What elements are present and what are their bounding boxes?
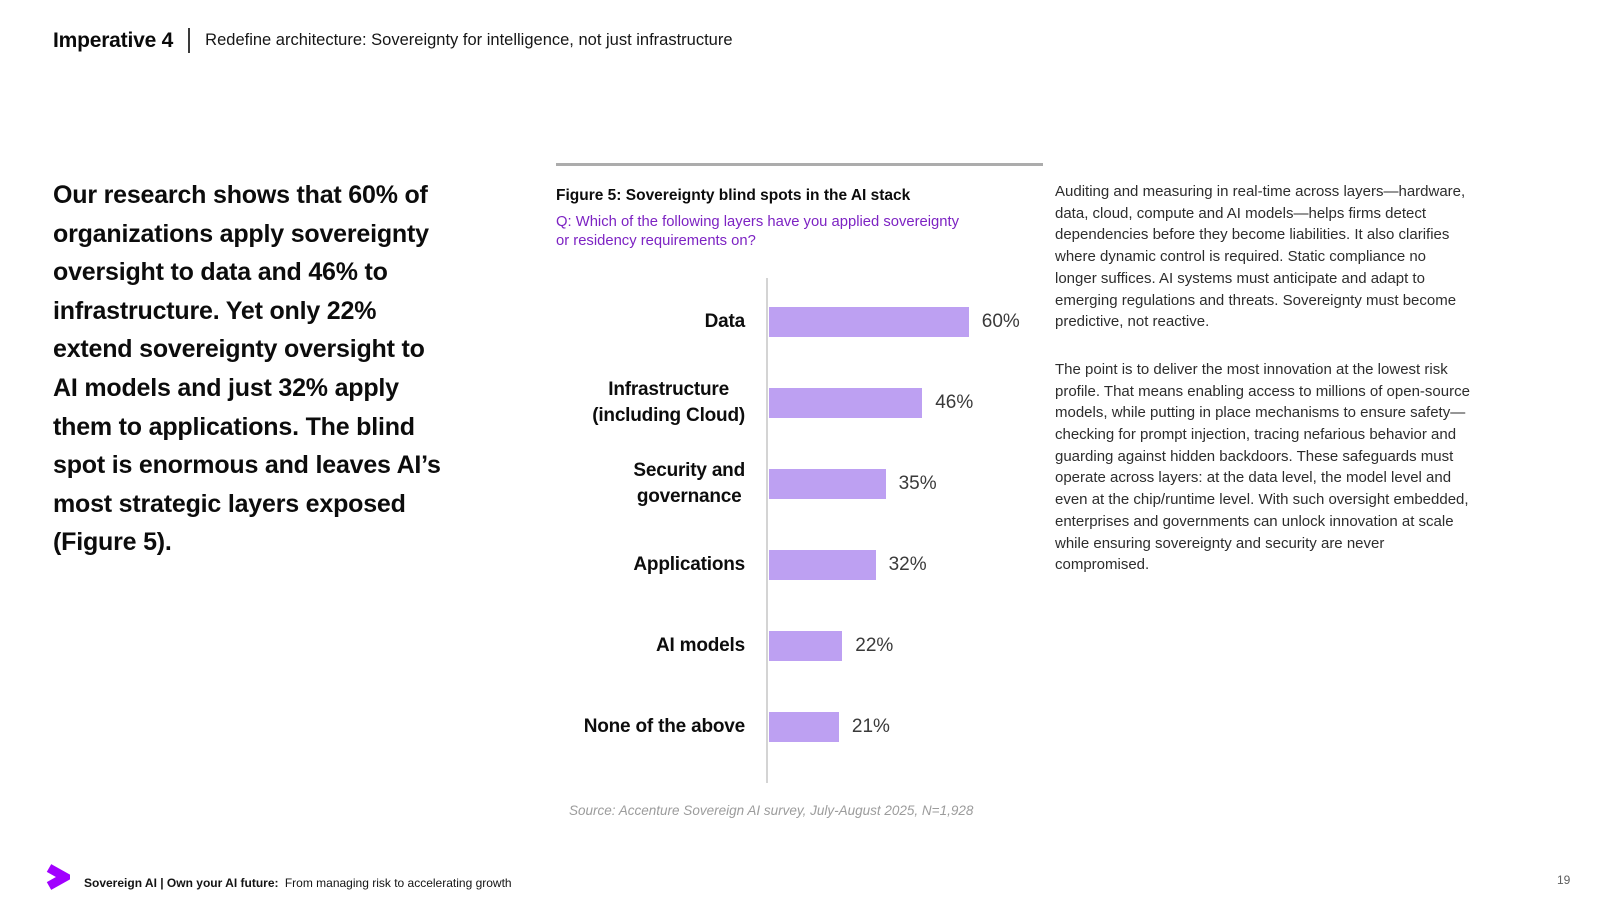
page-number: 19 xyxy=(1557,873,1571,887)
footer-report-title: Sovereign AI | Own your AI future: From … xyxy=(84,876,512,890)
key-finding-text: Our research shows that 60% of organizat… xyxy=(53,181,441,557)
bar xyxy=(769,468,886,499)
figure-source-note: Source: Accenture Sovereign AI survey, J… xyxy=(569,803,974,818)
bar xyxy=(769,387,923,418)
bar xyxy=(769,549,876,580)
figure-5-block: Figure 5: Sovereignty blind spots in the… xyxy=(556,163,1043,853)
footer-title-bold: Sovereign AI | Own your AI future: xyxy=(84,876,279,890)
bar-category-label: Infrastructure (including Cloud) xyxy=(592,378,745,426)
accenture-logo-icon xyxy=(46,864,70,890)
body-paragraph-2: The point is to deliver the most innovat… xyxy=(1055,360,1470,574)
chart-row-security-and-governance: Security and governance 35% xyxy=(556,443,1043,524)
chart-axis-line xyxy=(766,278,768,783)
bar xyxy=(769,630,843,661)
header-divider xyxy=(188,28,191,53)
chart-rows: Data 60% Infrastructure (including Cloud) 4… xyxy=(556,281,1043,767)
bar-category-label: Applications xyxy=(633,553,745,575)
figure-top-rule xyxy=(556,163,1043,166)
header-subtitle: Redefine architecture: Sovereignty for i… xyxy=(205,31,733,49)
bar-value-label: 22% xyxy=(855,634,894,656)
body-paragraph-1: Auditing and measuring in real-time acro… xyxy=(1055,183,1466,331)
page-header: Imperative 4 Redefine architecture: Sove… xyxy=(53,28,733,53)
bar xyxy=(769,711,839,742)
imperative-label: Imperative 4 xyxy=(53,28,174,52)
bar-value-label: 35% xyxy=(898,472,937,494)
figure-question: Q: Which of the following layers have yo… xyxy=(556,214,960,249)
body-text-column: Auditing and measuring in real-time acro… xyxy=(1055,181,1470,576)
bar-category-label: None of the above xyxy=(583,715,745,737)
bar-category-label: AI models xyxy=(656,634,745,656)
horizontal-bar-chart: Data 60% Infrastructure (including Cloud) 4… xyxy=(556,278,1043,783)
bar-value-label: 46% xyxy=(935,391,974,413)
bar-value-label: 60% xyxy=(981,310,1020,332)
chart-row-applications: Applications 32% xyxy=(556,524,1043,605)
chart-row-none-of-the-above: None of the above 21% xyxy=(556,686,1043,767)
bar-category-label: Data xyxy=(704,310,746,332)
figure-title: Figure 5: Sovereignty blind spots in the… xyxy=(556,187,911,204)
footer-title-regular: From managing risk to accelerating growt… xyxy=(284,876,512,890)
chart-row-ai-models: AI models 22% xyxy=(556,605,1043,686)
chart-row-infrastructure-including-cloud-: Infrastructure (including Cloud) 46% xyxy=(556,362,1043,443)
bar-value-label: 21% xyxy=(851,715,890,737)
chart-row-data: Data 60% xyxy=(556,281,1043,362)
bar xyxy=(769,306,969,337)
bar-value-label: 32% xyxy=(888,553,927,575)
bar-category-label: Security and governance xyxy=(633,459,745,507)
